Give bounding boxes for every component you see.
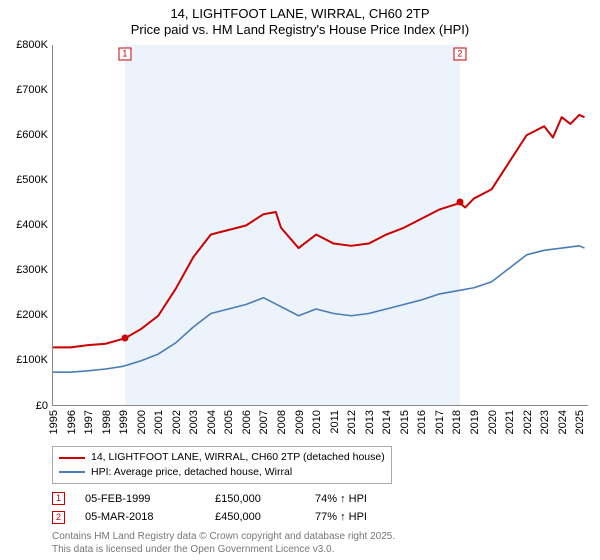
sale-price: £450,000 bbox=[215, 508, 295, 527]
legend-item: 14, LIGHTFOOT LANE, WIRRAL, CH60 2TP (de… bbox=[59, 450, 385, 465]
chart-area: £0£100K£200K£300K£400K£500K£600K£700K£80… bbox=[8, 43, 592, 443]
sale-marker-box: 2 bbox=[453, 47, 466, 60]
sale-point-icon bbox=[121, 334, 128, 341]
y-tick-label: £200K bbox=[8, 309, 48, 321]
y-tick-label: £100K bbox=[8, 354, 48, 366]
sale-point-icon bbox=[456, 199, 463, 206]
sales-table: 1 05-FEB-1999 £150,000 74% ↑ HPI 2 05-MA… bbox=[52, 490, 592, 527]
y-tick-label: £500K bbox=[8, 174, 48, 186]
y-tick-label: £400K bbox=[8, 219, 48, 231]
legend-swatch bbox=[59, 457, 85, 459]
legend-swatch bbox=[59, 471, 85, 473]
legend-item: HPI: Average price, detached house, Wirr… bbox=[59, 465, 385, 480]
plot-region: 12 bbox=[52, 45, 588, 407]
legend-label: HPI: Average price, detached house, Wirr… bbox=[91, 465, 292, 480]
sale-date: 05-MAR-2018 bbox=[85, 508, 195, 527]
legend-label: 14, LIGHTFOOT LANE, WIRRAL, CH60 2TP (de… bbox=[91, 450, 385, 465]
footer-attribution: Contains HM Land Registry data © Crown c… bbox=[52, 531, 592, 556]
legend: 14, LIGHTFOOT LANE, WIRRAL, CH60 2TP (de… bbox=[52, 446, 392, 483]
x-tick-label: 2025 bbox=[574, 410, 600, 434]
sale-row: 1 05-FEB-1999 £150,000 74% ↑ HPI bbox=[52, 490, 592, 509]
y-tick-label: £700K bbox=[8, 84, 48, 96]
y-tick-label: £600K bbox=[8, 129, 48, 141]
sale-relative-hpi: 74% ↑ HPI bbox=[315, 490, 415, 509]
sale-row: 2 05-MAR-2018 £450,000 77% ↑ HPI bbox=[52, 508, 592, 527]
footer-line: This data is licensed under the Open Gov… bbox=[52, 544, 592, 557]
title-subtitle: Price paid vs. HM Land Registry's House … bbox=[8, 22, 592, 38]
sale-marker-icon: 2 bbox=[52, 511, 65, 524]
sale-date: 05-FEB-1999 bbox=[85, 490, 195, 509]
title-address: 14, LIGHTFOOT LANE, WIRRAL, CH60 2TP bbox=[8, 6, 592, 22]
chart-container: 14, LIGHTFOOT LANE, WIRRAL, CH60 2TP Pri… bbox=[0, 0, 600, 560]
sale-relative-hpi: 77% ↑ HPI bbox=[315, 508, 415, 527]
y-tick-label: £0 bbox=[8, 400, 48, 412]
footer-line: Contains HM Land Registry data © Crown c… bbox=[52, 531, 592, 544]
sale-marker-box: 1 bbox=[118, 47, 131, 60]
sale-marker-icon: 1 bbox=[52, 492, 65, 505]
y-tick-label: £300K bbox=[8, 264, 48, 276]
y-tick-label: £800K bbox=[8, 39, 48, 51]
line-series-svg bbox=[53, 45, 588, 406]
title-block: 14, LIGHTFOOT LANE, WIRRAL, CH60 2TP Pri… bbox=[8, 6, 592, 39]
sale-price: £150,000 bbox=[215, 490, 295, 509]
